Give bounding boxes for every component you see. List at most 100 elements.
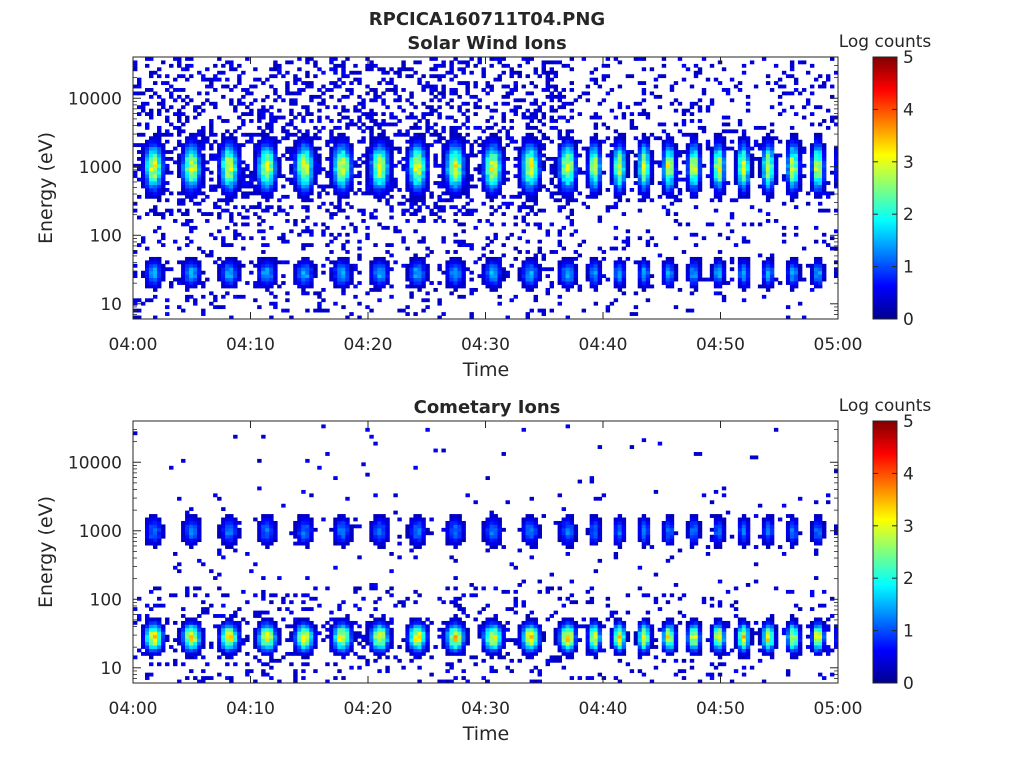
heatmap-cell [453,270,458,275]
heatmap-cell [537,167,542,172]
heatmap-cell [405,153,410,158]
heatmap-cell [401,308,406,313]
heatmap-cell [593,115,599,120]
heatmap-cell [729,277,735,282]
heatmap-cell [717,150,723,154]
heatmap-cell [389,122,394,127]
heatmap-cell [581,146,587,151]
heatmap-cell [485,167,490,172]
heatmap-cell [817,163,823,168]
heatmap-cell [609,88,615,92]
heatmap-cell [493,132,498,137]
heatmap-cell [269,188,274,192]
heatmap-cell [469,153,474,158]
heatmap-cell [645,136,651,141]
heatmap-cell [497,177,502,182]
heatmap-cell [449,105,454,110]
heatmap-cell [769,122,775,127]
heatmap-cell [345,194,350,199]
heatmap-cell [441,146,446,151]
heatmap-cell [769,270,775,275]
y-tick-label: 1000 [79,158,122,178]
heatmap-cell [513,194,518,199]
heatmap-cell [153,294,158,299]
heatmap-cell [297,129,302,134]
heatmap-cell [689,270,695,275]
heatmap-cell [425,150,430,154]
heatmap-cell [285,84,290,89]
heatmap-cell [745,184,751,189]
heatmap-cell [421,277,426,282]
heatmap-cell [161,274,166,279]
heatmap-cell [293,153,298,158]
heatmap-cell [657,163,663,168]
heatmap-cell [177,277,182,282]
heatmap-cell [561,188,567,192]
heatmap-cell [573,146,579,151]
heatmap-cell [309,57,314,61]
heatmap-cell [373,215,378,220]
heatmap-cell [201,153,206,158]
heatmap-cell [201,191,206,196]
heatmap-cell [525,74,530,79]
heatmap-cell [605,208,611,213]
heatmap-cell [493,146,498,151]
heatmap-cell [825,74,831,79]
heatmap-cell [461,284,466,289]
heatmap-cell [541,267,546,272]
heatmap-cell [549,281,554,285]
heatmap-cell [281,232,286,237]
heatmap-cell [685,181,691,185]
heatmap-cell [373,94,378,99]
heatmap-cell [373,98,378,103]
heatmap-cell [345,94,350,99]
heatmap-cell [497,181,502,185]
heatmap-cell [793,256,799,261]
heatmap-cell [341,284,346,289]
heatmap-cell [353,174,358,179]
heatmap-cell [557,281,563,285]
heatmap-cell [557,115,563,120]
heatmap-cell [613,201,619,206]
heatmap-cell [265,108,270,113]
heatmap-cell [237,74,242,79]
heatmap-cell [437,208,442,213]
heatmap-cell [293,263,298,268]
heatmap-cell [505,63,510,68]
heatmap-cell [157,74,162,79]
heatmap-cell [621,156,627,161]
heatmap-cell [189,139,194,144]
heatmap-cell [493,167,498,172]
heatmap-cell [409,125,414,130]
heatmap-cell [225,167,230,172]
heatmap-cell [445,139,450,144]
heatmap-cell [285,129,290,134]
heatmap-cell [429,194,434,199]
heatmap-cell [493,156,498,161]
heatmap-cell [193,115,198,120]
heatmap-cell [709,167,715,172]
heatmap-cell [569,174,575,179]
heatmap-cell [381,112,386,117]
heatmap-cell [625,236,631,241]
heatmap-cell [669,270,675,275]
heatmap-cell [453,153,458,158]
heatmap-cell [429,67,434,72]
heatmap-cell [221,243,226,248]
heatmap-cell [497,301,502,306]
heatmap-cell [313,263,318,268]
heatmap-cell [485,143,490,148]
heatmap-cell [261,112,266,117]
heatmap-cell [133,60,138,65]
heatmap-cell [741,236,747,241]
heatmap-cell [309,143,314,148]
heatmap-cell [273,146,278,151]
heatmap-cell [269,139,274,144]
heatmap-cell [821,84,827,89]
heatmap-cell [481,188,486,192]
heatmap-cell [197,191,202,196]
heatmap-cell [485,91,490,96]
heatmap-cell [217,150,222,154]
heatmap-cell [485,170,490,175]
heatmap-cell [713,284,719,289]
